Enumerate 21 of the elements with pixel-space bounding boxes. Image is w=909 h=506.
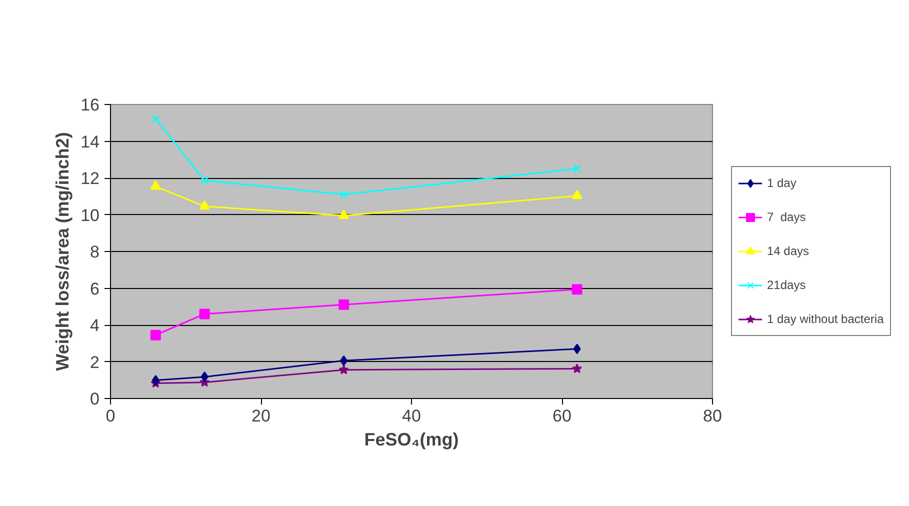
y-axis-title: Weight loss/area (mg/inch2)	[52, 132, 73, 371]
y-tick-label: 8	[90, 242, 100, 262]
legend-label: 1 day	[767, 176, 796, 190]
x-tick-label: 20	[252, 406, 270, 426]
x-tick-label: 40	[402, 406, 421, 426]
legend-label: 1 day without bacteria	[767, 312, 884, 326]
y-tick-label: 12	[80, 169, 100, 188]
y-tick-label: 10	[80, 206, 100, 225]
x-axis-title: FeSO₄(mg)	[364, 430, 459, 450]
x-tick-label: 60	[552, 406, 572, 426]
y-tick-label: 4	[90, 316, 100, 335]
y-tick-label: 2	[90, 352, 100, 372]
legend-label: 14 days	[767, 244, 810, 258]
legend-label: 7 days	[767, 210, 806, 224]
y-tick-label: 16	[80, 96, 100, 114]
x-tick-label: 80	[703, 406, 722, 426]
y-tick-label: 0	[90, 390, 100, 408]
x-tick-label: 0	[106, 406, 116, 426]
legend-label: 21days	[767, 278, 806, 292]
y-tick-label: 6	[90, 279, 100, 298]
y-tick-label: 14	[80, 132, 100, 152]
